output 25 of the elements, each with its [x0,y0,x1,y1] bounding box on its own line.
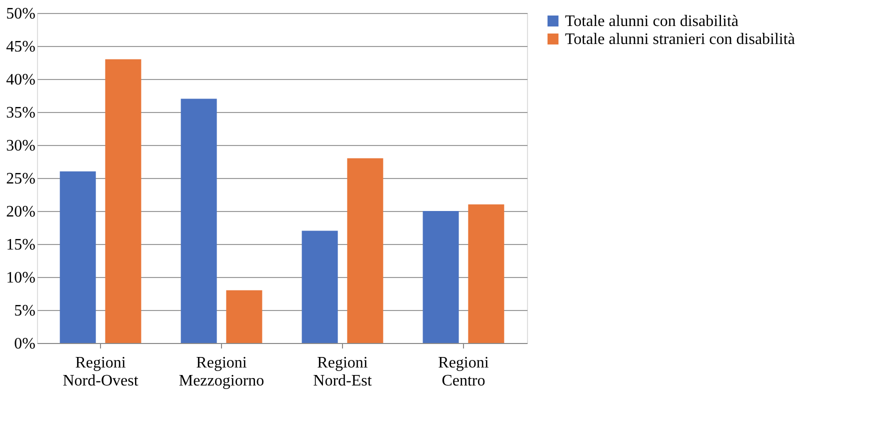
y-tick-label: 25% [6,170,36,188]
bar [468,204,504,343]
y-tick-label: 40% [6,72,36,88]
y-tick-label: 5% [14,302,36,320]
bar [226,290,262,343]
bar [422,211,459,343]
x-tick-label: Regioni Nord-Est [313,354,372,390]
y-tick-label: 20% [6,204,36,220]
bar [302,230,338,343]
y-tick-label: 30% [6,138,36,154]
bar [180,98,217,343]
bar [60,171,96,343]
y-tick-label: 45% [6,38,36,56]
x-tick-label: Regioni Mezzogiorno [178,354,264,390]
y-tick-label: 35% [6,104,36,122]
x-tick-label: Regioni Centro [438,354,490,390]
x-tick-label: Regioni Nord-Ovest [62,354,139,390]
y-tick-label: 10% [6,270,36,286]
bar [347,158,384,343]
y-tick-label: 15% [6,236,36,254]
legend-label: Totale alunni stranieri con disabilità [565,31,795,48]
bar [105,59,142,343]
legend-label: Totale alunni con disabilità [565,13,738,30]
y-tick-label: 0% [14,336,36,352]
y-tick-label: 50% [6,6,36,22]
